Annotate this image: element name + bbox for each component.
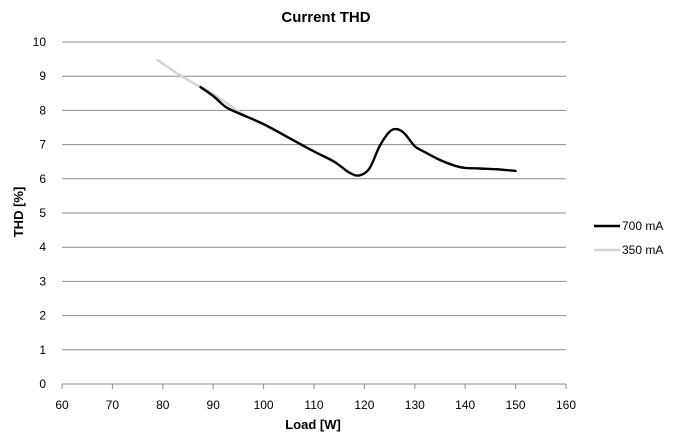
x-tick-label: 100 xyxy=(254,398,274,412)
legend: 700 mA 350 mA xyxy=(594,219,663,257)
y-tick-label: 7 xyxy=(39,138,46,152)
chart-title: Current THD xyxy=(281,9,370,26)
y-tick-label: 3 xyxy=(39,274,46,288)
y-tick-label: 4 xyxy=(39,240,46,254)
x-tick-label: 110 xyxy=(304,398,323,412)
x-tick-label: 80 xyxy=(156,398,170,412)
gridlines xyxy=(61,41,567,389)
x-axis-tick-labels: 60 70 80 90 100 110 120 130 140 150 160 xyxy=(55,398,576,412)
x-tick-label: 150 xyxy=(506,398,526,412)
x-tick-label: 70 xyxy=(106,398,120,412)
y-axis-title: THD [%] xyxy=(11,187,26,238)
x-axis-title: Load [W] xyxy=(285,417,341,432)
y-tick-label: 10 xyxy=(33,35,47,49)
series-line-700-ma xyxy=(199,85,517,177)
x-tick-label: 120 xyxy=(354,398,374,412)
x-tick-label: 130 xyxy=(405,398,425,412)
y-tick-label: 0 xyxy=(39,377,46,391)
series-lines xyxy=(156,58,517,177)
x-tick-label: 160 xyxy=(556,398,576,412)
y-tick-label: 6 xyxy=(39,172,46,186)
y-tick-label: 8 xyxy=(39,103,46,117)
y-tick-label: 1 xyxy=(39,343,46,357)
x-tick-label: 60 xyxy=(55,398,69,412)
x-tick-label: 90 xyxy=(207,398,221,412)
y-tick-label: 9 xyxy=(39,69,46,83)
y-axis-tick-labels: 0 1 2 3 4 5 6 7 8 9 10 xyxy=(33,35,47,391)
legend-label: 350 mA xyxy=(622,243,663,257)
x-tick-label: 140 xyxy=(455,398,475,412)
y-tick-label: 2 xyxy=(39,309,46,323)
legend-label: 700 mA xyxy=(622,219,663,233)
y-tick-label: 5 xyxy=(39,206,46,220)
